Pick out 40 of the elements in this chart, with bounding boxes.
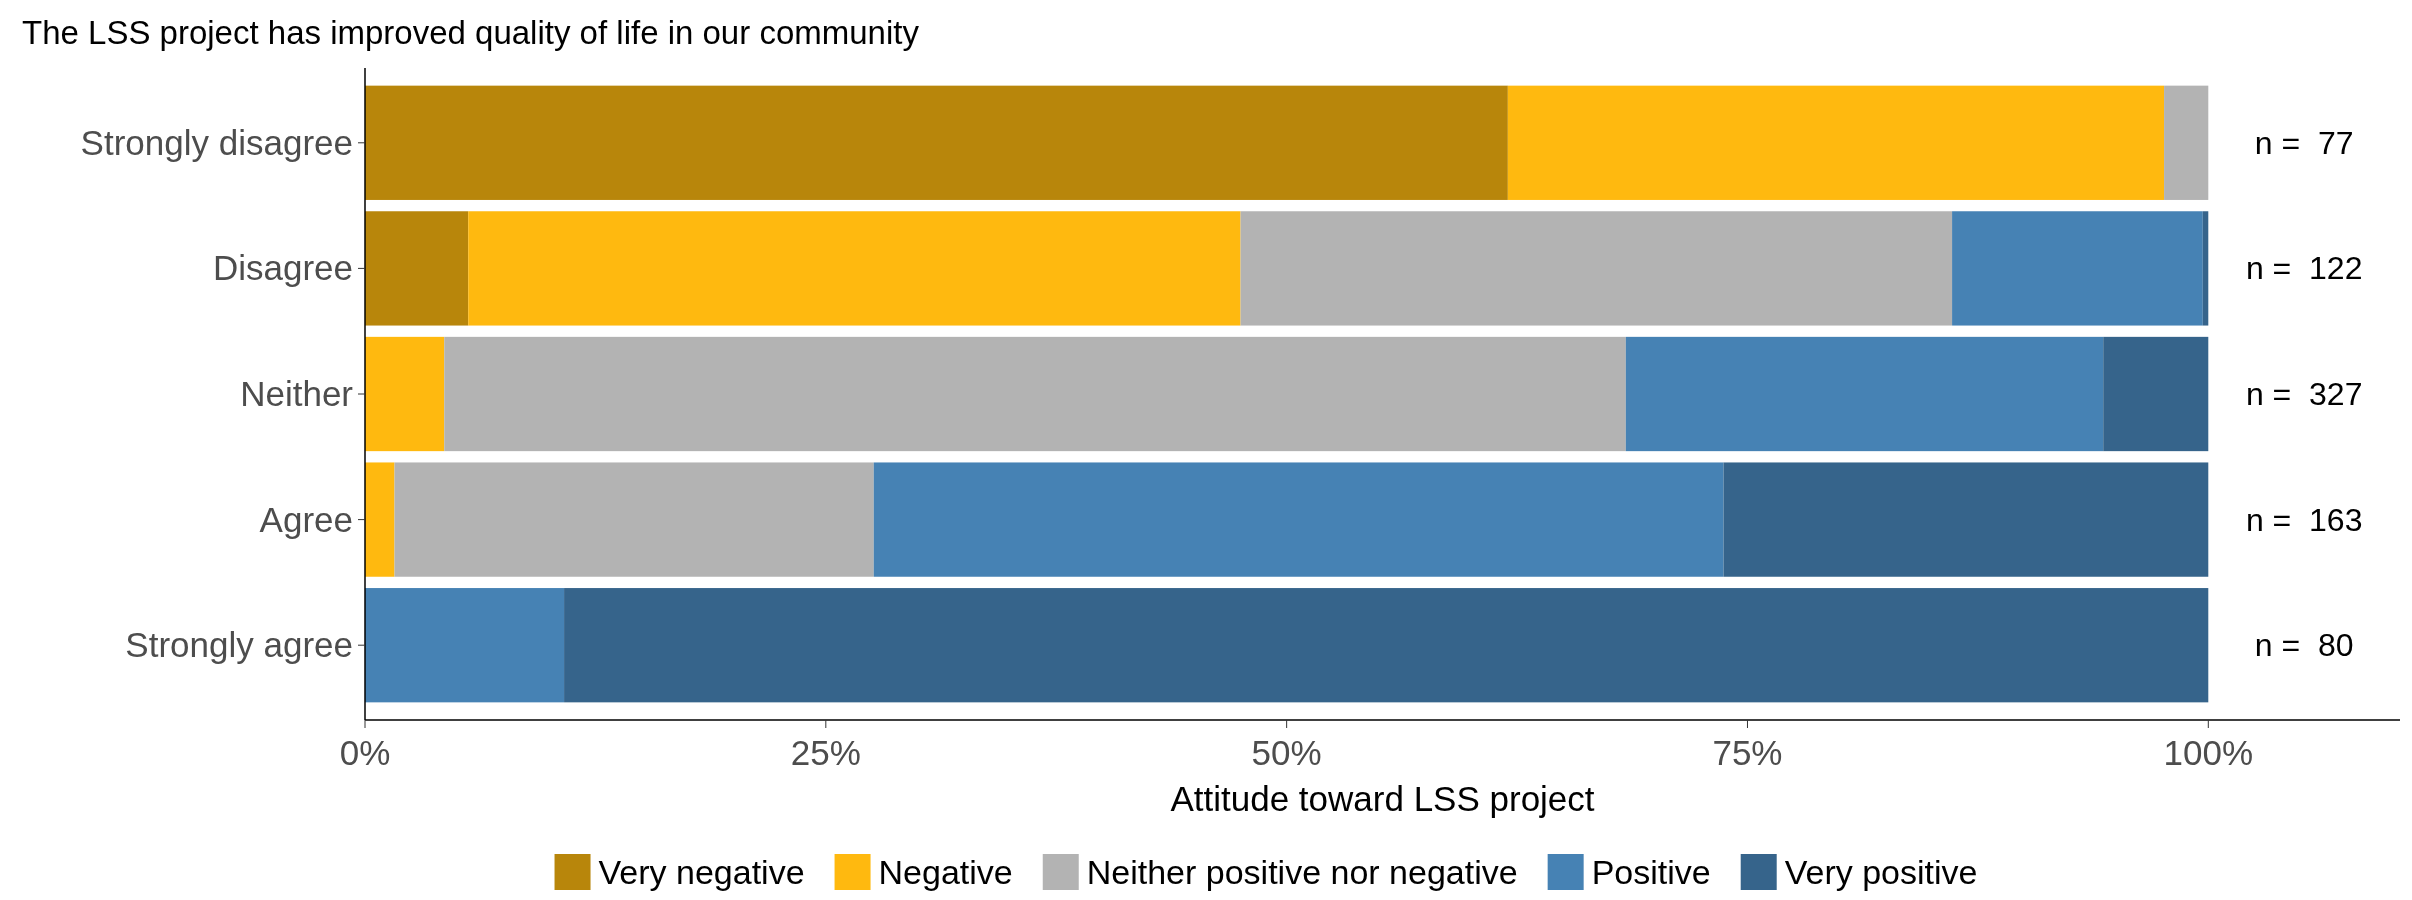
bar [468,211,1241,326]
bar [1240,211,1953,326]
bar [873,462,1724,577]
bar [365,211,469,326]
bar [365,85,1508,200]
y-tick-label: Strongly disagree [80,122,353,162]
x-tick-label: 50% [1251,733,1322,772]
x-tick-label: 25% [790,733,861,772]
bar [365,588,565,703]
legend-label: Very positive [1784,853,1978,891]
annotation: n = 163 [2245,501,2363,538]
bar [365,462,395,577]
bar [444,336,1626,452]
annotation: n = 80 [2254,627,2354,664]
x-tick-label: 75% [1712,733,1783,772]
x-tick-label: 100% [2163,733,2254,772]
x-tick-label: 0% [339,733,391,772]
bar [2103,336,2209,452]
annotation: n = 77 [2254,124,2354,161]
y-tick-label: Strongly agree [125,625,353,665]
legend-label: Positive [1591,853,1711,891]
legend-label: Neither positive nor negative [1086,853,1518,891]
bar [1625,336,2104,452]
x-axis-title: Attitude toward LSS project [1170,779,1595,818]
bar [1723,462,2209,577]
chart-title: The LSS project has improved quality of life in our community [22,14,920,51]
bar [394,462,874,577]
bar [1952,211,2203,326]
bar [2164,85,2209,200]
legend-label: Very negative [598,853,805,891]
y-tick-label: Disagree [212,248,353,288]
annotation: n = 327 [2245,376,2363,412]
legend-label: Negative [878,853,1013,891]
y-tick-label: Agree [259,499,353,539]
bar [365,336,445,452]
bar [1507,85,2165,200]
y-tick-label: Neither [240,374,354,413]
annotation: n = 122 [2245,250,2363,287]
bar [2202,211,2209,326]
bar [564,588,2209,703]
